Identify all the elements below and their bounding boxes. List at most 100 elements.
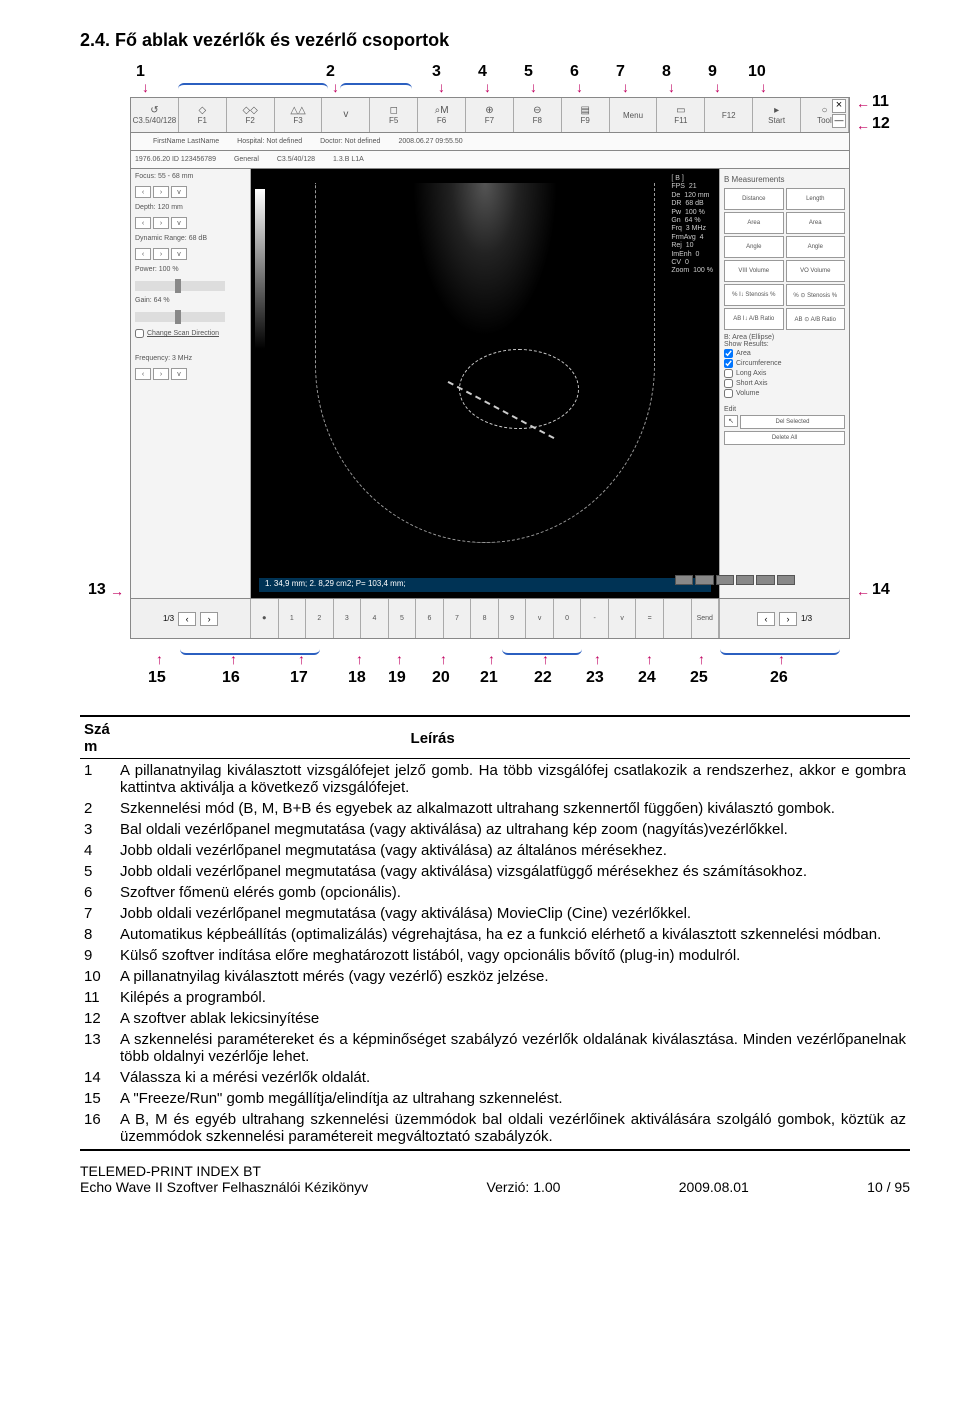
arrow-up-icon: ↑ xyxy=(396,651,403,667)
next-button[interactable]: › xyxy=(200,612,218,626)
measure-button[interactable]: Area xyxy=(786,212,846,234)
measure-button[interactable]: VIII Volume xyxy=(724,260,784,282)
cine-controls[interactable] xyxy=(675,575,795,585)
toolbar-button[interactable]: ▤F9 xyxy=(562,98,610,132)
result-checkbox[interactable] xyxy=(724,349,733,358)
bottom-button[interactable]: ⏺ xyxy=(251,599,279,638)
gain-slider[interactable] xyxy=(135,312,225,322)
bottom-button[interactable]: - xyxy=(581,599,609,638)
measure-button[interactable]: % ⊙ Stenosis % xyxy=(786,284,846,306)
bottom-button[interactable]: 7 xyxy=(444,599,472,638)
dec-button[interactable]: ‹ xyxy=(135,217,151,229)
prev-button[interactable]: ‹ xyxy=(757,612,775,626)
measure-button[interactable]: % I↓ Stenosis % xyxy=(724,284,784,306)
bottom-button[interactable]: v xyxy=(526,599,554,638)
drop-button[interactable]: v xyxy=(171,248,187,260)
footer-company: TELEMED-PRINT INDEX BT xyxy=(80,1163,910,1179)
result-checkbox[interactable] xyxy=(724,359,733,368)
toolbar-button[interactable]: ↺C3.5/40/128 xyxy=(131,98,179,132)
bottom-button[interactable]: 0 xyxy=(554,599,582,638)
inc-button[interactable]: › xyxy=(153,368,169,380)
inc-button[interactable]: › xyxy=(153,248,169,260)
page-footer: TELEMED-PRINT INDEX BT Echo Wave II Szof… xyxy=(80,1163,910,1195)
drop-button[interactable]: v xyxy=(171,186,187,198)
next-button[interactable]: › xyxy=(779,612,797,626)
rp-checks: AreaCircumferenceLong AxisShort AxisVolu… xyxy=(724,349,845,398)
dec-button[interactable]: ‹ xyxy=(135,186,151,198)
info-cell: 2008.06.27 09:55.50 xyxy=(398,138,462,145)
dec-button[interactable]: ‹ xyxy=(135,368,151,380)
bottom-button[interactable]: v xyxy=(609,599,637,638)
bottom-button[interactable]: 9 xyxy=(499,599,527,638)
bottom-button[interactable]: = xyxy=(636,599,664,638)
scan-direction-checkbox[interactable] xyxy=(135,329,144,338)
arrow-left-icon: ← xyxy=(856,583,870,599)
arrow-up-icon: ↑ xyxy=(298,651,305,667)
result-checkbox[interactable] xyxy=(724,369,733,378)
del-selected-button[interactable]: Del Selected xyxy=(740,415,845,429)
row-text: Kilépés a programból. xyxy=(116,987,910,1008)
bottom-button[interactable]: Send xyxy=(692,599,720,638)
row-text: Szkennelési mód (B, M, B+B és egyebek az… xyxy=(116,798,910,819)
close-button[interactable]: × xyxy=(832,99,846,113)
arrow-down-icon: ↓ xyxy=(760,79,767,95)
measure-button[interactable]: VO Volume xyxy=(786,260,846,282)
footer-date: 2009.08.01 xyxy=(679,1179,749,1195)
bottom-button[interactable]: 4 xyxy=(361,599,389,638)
focus-label: Focus: 55 - 68 mm xyxy=(135,173,246,180)
toolbar-button[interactable]: ◇◇F2 xyxy=(227,98,275,132)
toolbar-button[interactable]: v xyxy=(322,98,370,132)
delete-all-button[interactable]: Delete All xyxy=(724,431,845,445)
measurement-ellipse xyxy=(459,349,579,429)
row-text: Válassza ki a mérési vezérlők oldalát. xyxy=(116,1067,910,1088)
toolbar-button[interactable]: ⊕F7 xyxy=(466,98,514,132)
bottom-button[interactable] xyxy=(664,599,692,638)
toolbar-button[interactable]: F12 xyxy=(705,98,753,132)
toolbar-button[interactable]: ◇F1 xyxy=(179,98,227,132)
measure-button[interactable]: AB ⊙ A/B Ratio xyxy=(786,308,846,330)
prev-button[interactable]: ‹ xyxy=(178,612,196,626)
bottom-button[interactable]: 1 xyxy=(279,599,307,638)
th-desc: Leírás xyxy=(407,719,910,757)
description-rows: 1A pillanatnyilag kiválasztott vizsgálóf… xyxy=(80,760,910,1147)
inc-button[interactable]: › xyxy=(153,186,169,198)
power-slider[interactable] xyxy=(135,281,225,291)
inc-button[interactable]: › xyxy=(153,217,169,229)
drop-button[interactable]: v xyxy=(171,217,187,229)
row-text: Jobb oldali vezérlőpanel megmutatása (va… xyxy=(116,903,910,924)
footer-page: 10 / 95 xyxy=(867,1179,910,1195)
measure-button[interactable]: Length xyxy=(786,188,846,210)
bottom-bar: 1/3 ‹ › ⏺123456789v0-v=Send ‹ › 1/3 xyxy=(130,599,850,639)
minimize-button[interactable]: — xyxy=(832,114,846,128)
row-number: 2 xyxy=(80,798,116,819)
toolbar-button[interactable]: ⌕MF6 xyxy=(418,98,466,132)
bottom-button[interactable]: 8 xyxy=(471,599,499,638)
drop-button[interactable]: v xyxy=(171,368,187,380)
measure-button[interactable]: Area xyxy=(724,212,784,234)
result-checkbox[interactable] xyxy=(724,389,733,398)
toolbar-button[interactable]: △△F3 xyxy=(275,98,323,132)
result-checkbox[interactable] xyxy=(724,379,733,388)
measure-button[interactable]: Distance xyxy=(724,188,784,210)
arrow-down-icon: ↓ xyxy=(714,79,721,95)
toolbar-button[interactable]: ▭F11 xyxy=(657,98,705,132)
gain-label: Gain: 64 % xyxy=(135,297,246,304)
toolbar-button[interactable]: ⊖F8 xyxy=(514,98,562,132)
toolbar-button[interactable]: ◻F5 xyxy=(370,98,418,132)
bottom-button[interactable]: 5 xyxy=(389,599,417,638)
measure-button[interactable]: AB I↓ A/B Ratio xyxy=(724,308,784,330)
marker-15: 15 xyxy=(148,669,166,687)
bottom-button[interactable]: 6 xyxy=(416,599,444,638)
measure-button[interactable]: Angle xyxy=(724,236,784,258)
toolbar-button[interactable]: Menu xyxy=(610,98,658,132)
row-number: 11 xyxy=(80,987,116,1008)
bottom-button[interactable]: 2 xyxy=(306,599,334,638)
dec-button[interactable]: ‹ xyxy=(135,248,151,260)
pointer-icon[interactable]: ↖ xyxy=(724,415,738,427)
measure-button[interactable]: Angle xyxy=(786,236,846,258)
bracket-1 xyxy=(178,83,328,93)
arrow-down-icon: ↓ xyxy=(142,79,149,95)
bottom-button[interactable]: 3 xyxy=(334,599,362,638)
depth-label: Depth: 120 mm xyxy=(135,204,246,211)
toolbar-button[interactable]: ▸Start xyxy=(753,98,801,132)
